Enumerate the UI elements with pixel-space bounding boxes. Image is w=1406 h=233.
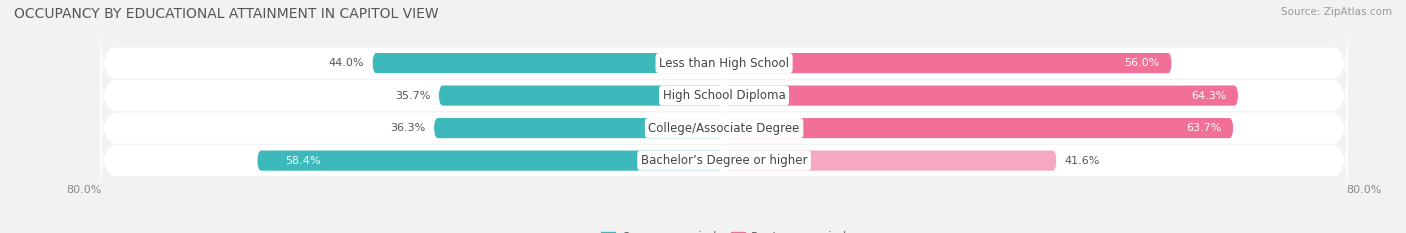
FancyBboxPatch shape bbox=[434, 118, 724, 138]
FancyBboxPatch shape bbox=[100, 118, 1348, 203]
Text: 58.4%: 58.4% bbox=[285, 156, 321, 166]
FancyBboxPatch shape bbox=[100, 85, 1348, 171]
Text: Bachelor’s Degree or higher: Bachelor’s Degree or higher bbox=[641, 154, 807, 167]
Legend: Owner-occupied, Renter-occupied: Owner-occupied, Renter-occupied bbox=[596, 226, 852, 233]
FancyBboxPatch shape bbox=[724, 151, 1057, 171]
Text: College/Associate Degree: College/Associate Degree bbox=[648, 122, 800, 135]
Text: 56.0%: 56.0% bbox=[1125, 58, 1160, 68]
Text: 63.7%: 63.7% bbox=[1187, 123, 1222, 133]
Text: OCCUPANCY BY EDUCATIONAL ATTAINMENT IN CAPITOL VIEW: OCCUPANCY BY EDUCATIONAL ATTAINMENT IN C… bbox=[14, 7, 439, 21]
Text: Source: ZipAtlas.com: Source: ZipAtlas.com bbox=[1281, 7, 1392, 17]
FancyBboxPatch shape bbox=[100, 20, 1348, 106]
Text: 41.6%: 41.6% bbox=[1064, 156, 1099, 166]
Text: 64.3%: 64.3% bbox=[1191, 91, 1226, 101]
Text: 36.3%: 36.3% bbox=[391, 123, 426, 133]
FancyBboxPatch shape bbox=[724, 118, 1233, 138]
FancyBboxPatch shape bbox=[257, 151, 724, 171]
Text: 44.0%: 44.0% bbox=[329, 58, 364, 68]
FancyBboxPatch shape bbox=[100, 53, 1348, 138]
FancyBboxPatch shape bbox=[724, 53, 1173, 73]
FancyBboxPatch shape bbox=[373, 53, 724, 73]
Text: Less than High School: Less than High School bbox=[659, 57, 789, 70]
Text: 35.7%: 35.7% bbox=[395, 91, 430, 101]
Text: High School Diploma: High School Diploma bbox=[662, 89, 786, 102]
FancyBboxPatch shape bbox=[724, 86, 1239, 106]
FancyBboxPatch shape bbox=[439, 86, 724, 106]
